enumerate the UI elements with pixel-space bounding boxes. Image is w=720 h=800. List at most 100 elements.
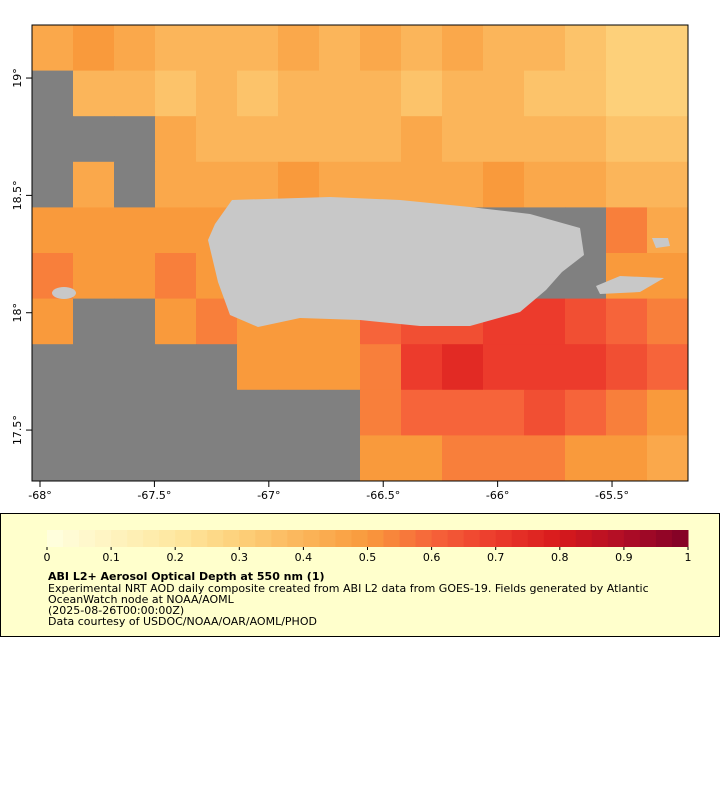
aod-cell <box>360 25 402 72</box>
y-tick-label: 18.5° <box>11 180 24 210</box>
colorbar-step <box>303 530 320 547</box>
colorbar-step <box>607 530 625 547</box>
colorbar-step <box>527 530 545 547</box>
aod-cell <box>319 70 361 117</box>
colorbar-tick-label: 0.8 <box>551 551 569 564</box>
note: OceanWatch node at NOAA/AOML <box>48 593 235 606</box>
aod-cell <box>155 207 197 254</box>
aod-cell <box>401 25 443 72</box>
aod-cell <box>647 389 689 436</box>
aod-cell <box>606 344 648 391</box>
aod-cell <box>114 70 156 117</box>
colorbar-step <box>335 530 352 547</box>
colorbar-tick-label: 0.3 <box>231 551 249 564</box>
aod-cell <box>237 344 279 391</box>
aod-cell <box>524 116 566 163</box>
colorbar-step <box>111 530 128 547</box>
missing-cell <box>155 389 197 436</box>
missing-cell <box>32 389 74 436</box>
colorbar-tick-label: 1 <box>685 551 692 564</box>
aod-cell <box>155 253 197 300</box>
colorbar-step <box>543 530 561 547</box>
aod-cell <box>196 161 238 208</box>
aod-cell <box>647 344 689 391</box>
aod-cell <box>237 70 279 117</box>
aod-cell <box>73 70 115 117</box>
aod-cell <box>114 253 156 300</box>
missing-cell <box>114 298 156 345</box>
aod-cell <box>73 207 115 254</box>
aod-cell <box>647 70 689 117</box>
aod-cell <box>524 25 566 72</box>
colorbar: 0 0.1 0.2 0.3 0.4 0.5 0.6 0.7 0.8 0.9 1 <box>44 530 692 564</box>
aod-cell <box>114 25 156 72</box>
aod-cell <box>606 25 648 72</box>
aod-cell <box>524 389 566 436</box>
colorbar-step <box>639 530 657 547</box>
missing-cell <box>73 389 115 436</box>
x-tick-label: -66.5° <box>366 489 400 502</box>
missing-cell <box>32 70 74 117</box>
y-tick-label: 19° <box>11 68 24 88</box>
aod-cell <box>401 116 443 163</box>
aod-cell <box>565 389 607 436</box>
aod-cell <box>483 435 525 482</box>
colorbar-step <box>143 530 160 547</box>
colorbar-step <box>431 530 449 547</box>
colorbar-step <box>255 530 272 547</box>
aod-cell <box>32 207 74 254</box>
aod-cell <box>647 435 689 482</box>
aod-cell <box>360 70 402 117</box>
missing-cell <box>114 389 156 436</box>
aod-cell <box>401 344 443 391</box>
aod-cell <box>647 207 689 254</box>
colorbar-step <box>575 530 593 547</box>
aod-cell <box>565 435 607 482</box>
aod-cell <box>319 25 361 72</box>
aod-cell <box>360 116 402 163</box>
colorbar-step <box>271 530 288 547</box>
missing-cell <box>237 435 279 482</box>
missing-cell <box>32 161 74 208</box>
colorbar-step <box>175 530 192 547</box>
missing-cell <box>114 344 156 391</box>
missing-cell <box>237 389 279 436</box>
aod-cell <box>237 116 279 163</box>
aod-cell <box>606 435 648 482</box>
note: Experimental NRT AOD daily composite cre… <box>48 582 649 595</box>
colorbar-step <box>127 530 144 547</box>
colorbar-step <box>351 530 368 547</box>
missing-cell <box>278 389 320 436</box>
puerto-rico <box>208 197 584 327</box>
aod-cell <box>483 344 525 391</box>
colorbar-step <box>591 530 609 547</box>
x-tick-label: -67.5° <box>137 489 171 502</box>
y-tick-label: 18° <box>11 303 24 323</box>
aod-cell <box>32 298 74 345</box>
colorbar-step <box>671 530 689 547</box>
aod-cell <box>401 70 443 117</box>
colorbar-step <box>367 530 385 547</box>
aod-cell <box>360 344 402 391</box>
culebra <box>652 238 670 248</box>
aod-cell <box>647 116 689 163</box>
aod-cell <box>32 25 74 72</box>
colorbar-step <box>623 530 641 547</box>
legend-title: ABI L2+ Aerosol Optical Depth at 550 nm … <box>48 570 325 583</box>
colorbar-step <box>63 530 80 547</box>
note: (2025-08-26T00:00:00Z) <box>48 604 184 617</box>
aod-cell <box>278 344 320 391</box>
aod-cell <box>442 25 484 72</box>
plot-frame <box>31 24 689 482</box>
colorbar-step <box>159 530 176 547</box>
colorbar-tick-label: 0.6 <box>423 551 441 564</box>
y-tick-label: 17.5° <box>11 415 24 445</box>
aod-cell <box>524 344 566 391</box>
aod-cell <box>483 25 525 72</box>
aod-cell <box>155 161 197 208</box>
x-tick-label: -67° <box>257 489 280 502</box>
colorbar-tick-label: 0.1 <box>102 551 120 564</box>
aod-cell <box>155 116 197 163</box>
missing-cell <box>155 435 197 482</box>
